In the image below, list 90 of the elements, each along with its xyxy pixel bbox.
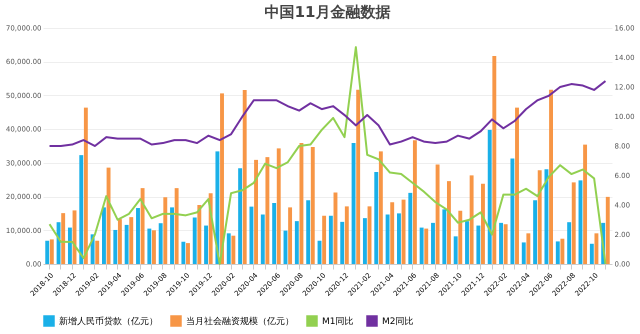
bar <box>538 170 542 264</box>
bar <box>374 172 378 264</box>
bar <box>45 240 50 264</box>
bar <box>136 208 140 264</box>
bar <box>72 210 76 264</box>
bar <box>420 228 424 264</box>
bar <box>470 175 474 264</box>
bar <box>68 228 72 264</box>
bar <box>368 206 372 264</box>
bar <box>204 226 208 264</box>
legend-label: M2同比 <box>382 316 414 327</box>
bar <box>197 205 202 264</box>
bar <box>424 228 428 264</box>
bar <box>386 214 390 264</box>
bar <box>238 168 242 264</box>
bar <box>124 224 129 264</box>
bar <box>50 239 54 264</box>
bar <box>318 240 322 264</box>
bar <box>578 180 582 264</box>
bar <box>215 151 220 264</box>
bar <box>328 216 333 264</box>
chart-title: 中国11月金融数据 <box>264 3 390 21</box>
bar <box>594 233 598 264</box>
bar <box>84 108 88 264</box>
bar <box>61 213 66 264</box>
bar <box>481 184 485 264</box>
bar <box>174 188 179 264</box>
bar <box>272 202 276 264</box>
bar <box>129 217 134 264</box>
bar <box>396 213 401 264</box>
bar <box>113 230 118 264</box>
bar <box>344 206 349 264</box>
bar <box>299 142 304 264</box>
bar <box>220 93 224 264</box>
bar <box>310 147 315 264</box>
bar <box>118 219 122 264</box>
bar <box>181 242 186 264</box>
bar <box>147 228 152 264</box>
bar <box>284 230 288 264</box>
bar <box>249 206 254 264</box>
bar <box>465 221 469 264</box>
bar <box>106 168 111 264</box>
bar <box>499 222 504 264</box>
bar <box>510 158 514 264</box>
bar <box>260 214 265 264</box>
line-series <box>48 46 606 265</box>
bar <box>362 218 367 264</box>
bar <box>476 226 480 264</box>
bar <box>515 108 519 264</box>
bar <box>152 230 156 264</box>
bar <box>95 240 100 264</box>
bar <box>436 164 440 264</box>
bar <box>446 181 451 264</box>
bar <box>533 200 538 264</box>
legend-label: 当月社会融资规模（亿元） <box>186 316 294 327</box>
bar <box>231 236 236 264</box>
bar <box>186 243 190 264</box>
bar <box>56 222 61 264</box>
bar <box>560 238 564 264</box>
bar <box>567 222 572 264</box>
bar <box>322 216 326 264</box>
bar <box>549 90 553 264</box>
bar <box>454 236 458 264</box>
bar <box>334 192 338 264</box>
bar <box>140 188 145 264</box>
bar <box>352 142 356 264</box>
bar <box>583 144 588 264</box>
bar <box>544 169 548 264</box>
bar <box>356 90 360 264</box>
bar <box>442 209 446 264</box>
bar <box>306 200 310 264</box>
bar <box>294 221 299 264</box>
bar <box>431 222 435 264</box>
bar <box>504 224 508 264</box>
bar <box>265 157 270 264</box>
legend-label: 新增人民币贷款（亿元） <box>59 316 158 327</box>
bar <box>526 233 530 264</box>
bar <box>102 207 106 264</box>
bar <box>412 140 417 264</box>
bar <box>288 207 292 264</box>
bar <box>254 160 258 264</box>
bar <box>402 200 406 264</box>
legend-label: M1同比 <box>322 316 354 327</box>
bar <box>590 244 594 264</box>
line-series <box>48 80 606 147</box>
bar <box>492 56 496 264</box>
bar <box>170 207 174 264</box>
bar <box>378 151 383 264</box>
bar <box>390 202 394 264</box>
bar <box>158 223 163 264</box>
